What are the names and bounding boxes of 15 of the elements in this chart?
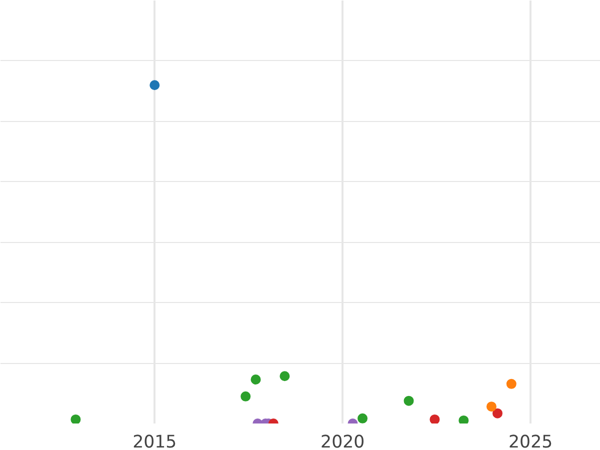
x-tick-label: 2015 [132, 432, 177, 450]
point [240, 391, 251, 402]
point [150, 80, 160, 90]
x-tick-label: 2025 [508, 432, 553, 450]
point [250, 374, 261, 384]
point [506, 378, 516, 389]
point [358, 413, 368, 424]
point [486, 402, 496, 412]
point [70, 414, 81, 424]
point [492, 408, 502, 418]
point [458, 415, 469, 424]
point [404, 396, 414, 406]
point [280, 371, 290, 382]
x-tick-label: 2020 [320, 432, 365, 450]
point [430, 414, 440, 424]
